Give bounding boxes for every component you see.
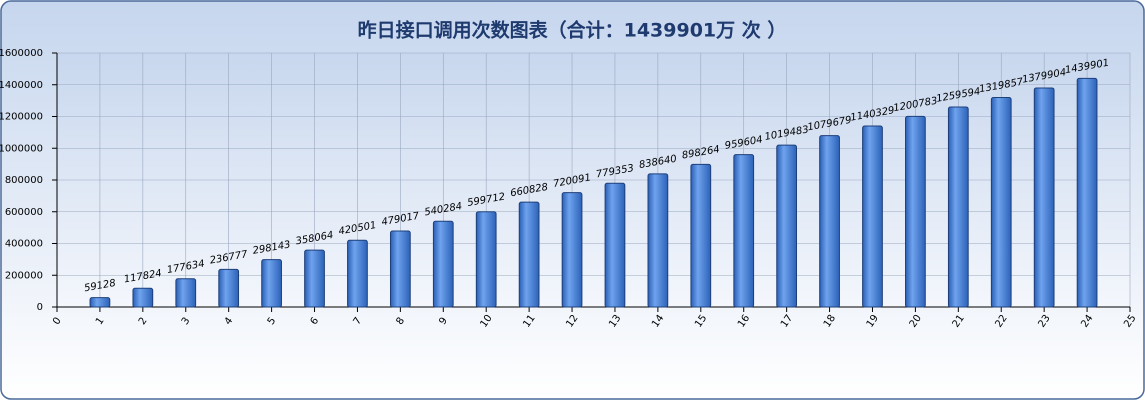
bar xyxy=(432,220,454,308)
bar xyxy=(905,115,926,308)
bar xyxy=(862,125,883,308)
y-tick-label: 600000 xyxy=(5,207,43,218)
bar xyxy=(89,297,111,308)
x-tick-label: 2 xyxy=(137,316,150,328)
y-tick-label: 800000 xyxy=(5,175,43,186)
bar xyxy=(304,249,325,308)
x-tick-label: 6 xyxy=(309,316,322,328)
bar xyxy=(347,239,368,308)
bar xyxy=(947,106,969,308)
y-tick-label: 200000 xyxy=(5,270,43,281)
x-tick-label: 8 xyxy=(394,316,407,328)
bar xyxy=(475,211,497,308)
bar xyxy=(776,144,798,308)
bar xyxy=(647,173,669,308)
y-tick-label: 1600000 xyxy=(0,48,43,59)
y-tick-label: 0 xyxy=(37,302,43,313)
bar xyxy=(561,192,583,308)
bar xyxy=(990,96,1012,308)
y-tick-label: 1400000 xyxy=(0,80,43,91)
x-tick-label: 7 xyxy=(352,316,365,328)
bar xyxy=(819,135,840,308)
y-tick-label: 1200000 xyxy=(0,112,43,123)
x-tick-label: 4 xyxy=(223,316,236,328)
chart-title: 昨日接口调用次数图表（合计：1439901万 次 ） xyxy=(358,19,787,42)
bar xyxy=(175,278,197,308)
bar xyxy=(518,201,540,308)
y-tick-label: 400000 xyxy=(5,239,43,250)
bar xyxy=(1033,87,1055,308)
x-tick-label: 1 xyxy=(94,316,107,328)
x-tick-label: 3 xyxy=(180,316,193,328)
bar xyxy=(690,163,712,308)
bar xyxy=(218,268,240,308)
bar xyxy=(1076,77,1098,308)
bar xyxy=(132,287,154,308)
y-tick-label: 1000000 xyxy=(0,143,43,154)
bar xyxy=(733,154,755,308)
bar xyxy=(604,182,626,308)
x-tick-label: 0 xyxy=(51,316,64,328)
bar xyxy=(389,230,411,308)
value-label: 59128 xyxy=(83,278,116,294)
x-tick-label: 5 xyxy=(266,316,279,328)
x-tick-label: 9 xyxy=(437,316,450,328)
bar xyxy=(261,259,282,308)
